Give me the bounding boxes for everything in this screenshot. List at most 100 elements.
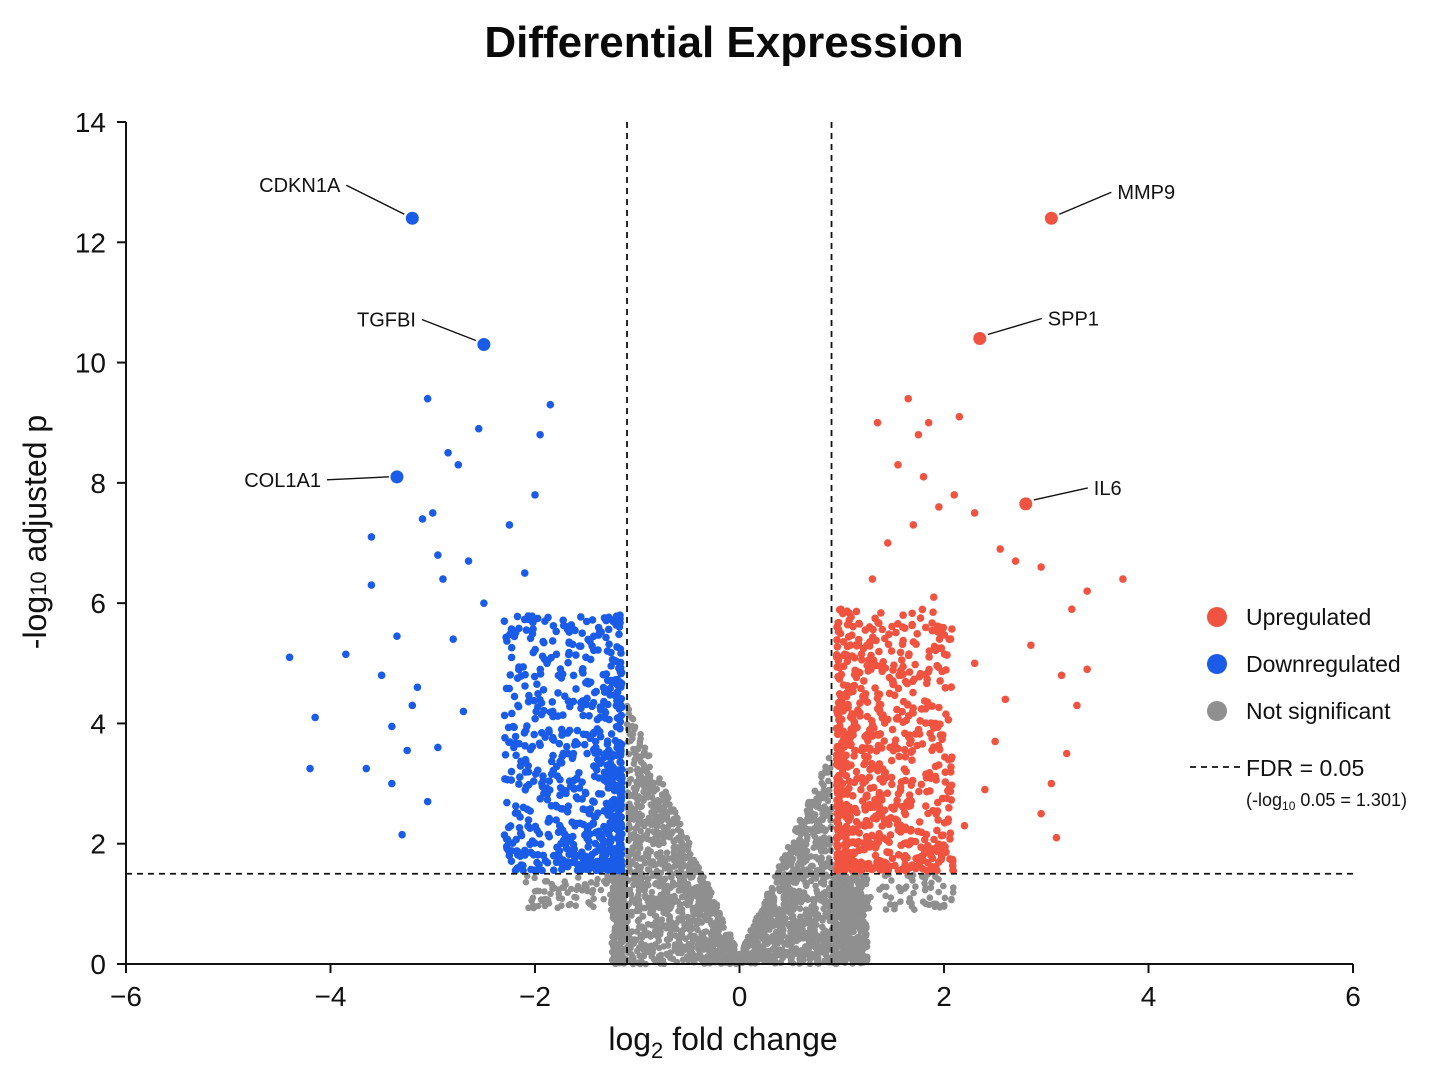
- ns-point: [682, 935, 689, 942]
- up-point: [948, 625, 956, 633]
- up-point: [896, 783, 905, 792]
- ns-point: [815, 818, 823, 825]
- up-point: [845, 816, 853, 825]
- up-point: [916, 614, 925, 622]
- up-point: [1062, 749, 1071, 758]
- ns-point: [685, 843, 692, 850]
- up-point: [917, 828, 926, 837]
- up-point: [907, 797, 916, 805]
- up-point: [911, 837, 920, 846]
- down-point: [525, 780, 533, 789]
- ns-point: [601, 877, 608, 885]
- gene-label: TGFBI: [357, 310, 416, 332]
- ns-point: [754, 939, 761, 946]
- ns-point: [796, 920, 804, 927]
- up-point: [875, 700, 884, 709]
- down-point: [612, 657, 621, 666]
- down-point: [597, 790, 606, 798]
- down-point: [428, 509, 437, 517]
- ns-point: [802, 916, 810, 924]
- ns-point: [819, 806, 827, 814]
- down-point: [537, 840, 545, 848]
- up-point: [880, 737, 888, 745]
- down-point: [530, 730, 538, 739]
- ns-point: [641, 833, 648, 840]
- y-tick-label: 8: [90, 468, 106, 499]
- down-point: [548, 708, 556, 717]
- up-point: [925, 665, 933, 674]
- x-tick-label: −2: [519, 981, 551, 1012]
- up-point: [1119, 575, 1127, 583]
- ns-point: [694, 919, 702, 927]
- down-point: [549, 866, 558, 874]
- down-point: [557, 674, 566, 682]
- up-point: [853, 709, 862, 718]
- down-point: [524, 762, 532, 770]
- label-leader-line: [987, 317, 1042, 336]
- ns-point: [780, 887, 788, 895]
- up-point: [838, 855, 847, 864]
- down-point: [516, 829, 525, 838]
- down-point: [564, 658, 572, 667]
- ns-point: [661, 807, 668, 815]
- down-point: [600, 807, 608, 815]
- ns-point: [849, 888, 856, 896]
- ns-point: [637, 882, 645, 889]
- down-point: [507, 643, 516, 652]
- down-point: [601, 863, 609, 871]
- up-point: [863, 712, 872, 721]
- down-point: [563, 625, 572, 634]
- ns-point: [651, 941, 659, 948]
- up-point: [858, 744, 867, 752]
- up-point: [837, 696, 846, 705]
- ns-point: [629, 735, 636, 742]
- down-point: [543, 790, 551, 798]
- up-point: [834, 832, 843, 841]
- chart-title: Differential Expression: [484, 18, 964, 67]
- down-point: [531, 645, 539, 654]
- ns-point: [935, 888, 942, 896]
- ns-point: [655, 841, 663, 849]
- gene-label: MMP9: [1117, 182, 1175, 204]
- up-point: [846, 641, 855, 649]
- down-point: [526, 807, 534, 815]
- ns-point: [839, 936, 846, 944]
- up-point: [892, 715, 901, 723]
- ns-point: [833, 940, 841, 947]
- ns-point: [661, 802, 669, 809]
- up-point: [892, 628, 900, 637]
- up-point: [850, 778, 859, 787]
- ns-point: [574, 882, 582, 890]
- up-point: [948, 753, 956, 761]
- ns-point: [640, 952, 648, 960]
- ns-point: [790, 905, 798, 913]
- down-point: [617, 820, 626, 828]
- up-point: [860, 677, 868, 685]
- ns-point: [827, 839, 834, 846]
- up-point: [904, 651, 913, 660]
- down-point: [617, 758, 625, 767]
- up-point: [885, 630, 893, 638]
- ns-point: [940, 882, 947, 890]
- ns-point: [659, 823, 667, 831]
- ns-point: [787, 957, 795, 965]
- up-point: [929, 608, 937, 616]
- ns-point: [617, 931, 624, 939]
- up-point: [857, 684, 865, 693]
- ns-point: [645, 902, 652, 910]
- ns-point: [818, 855, 825, 862]
- up-point: [877, 791, 886, 799]
- down-point: [504, 823, 513, 832]
- ns-point: [653, 918, 661, 926]
- up-point: [940, 650, 949, 658]
- up-point: [840, 651, 849, 659]
- ns-point: [619, 957, 626, 965]
- up-point: [868, 575, 877, 583]
- ns-point: [627, 929, 634, 936]
- ns-point: [793, 844, 800, 851]
- ns-point: [891, 905, 898, 913]
- down-point: [531, 770, 540, 778]
- down-point: [586, 655, 595, 664]
- ns-point: [656, 858, 664, 865]
- up-point: [945, 635, 953, 644]
